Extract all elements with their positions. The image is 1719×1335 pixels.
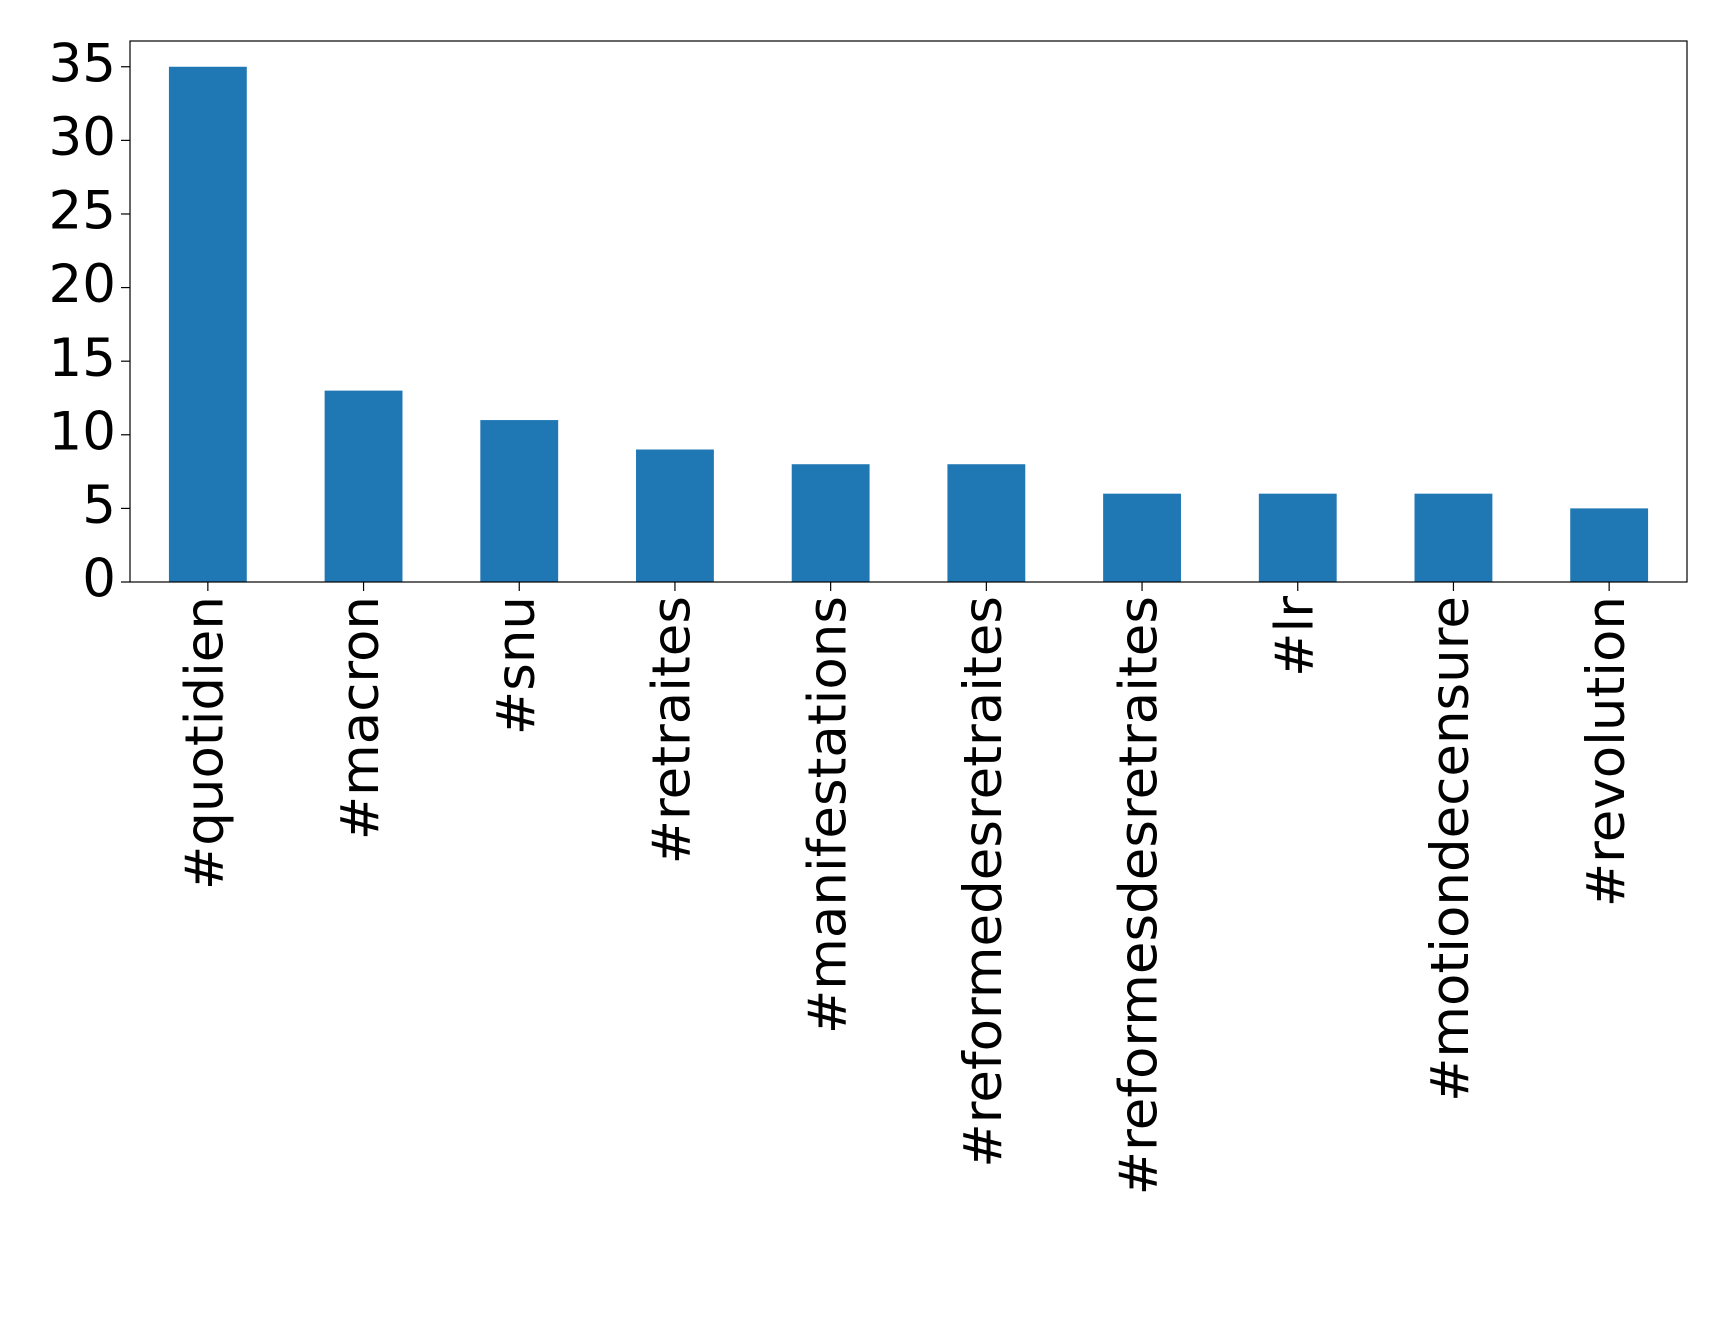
- y-tick-label: 0: [82, 549, 116, 610]
- bar: [324, 390, 403, 582]
- x-tick-label: #lr: [1264, 596, 1325, 677]
- y-tick-label: 30: [49, 107, 116, 168]
- bar: [168, 66, 247, 582]
- y-tick-label: 25: [49, 181, 116, 242]
- x-tick-label: #reformedesretraites: [953, 596, 1014, 1168]
- y-tick-label: 20: [49, 254, 116, 315]
- bar: [1570, 508, 1649, 582]
- bar: [947, 464, 1026, 582]
- x-tick-label: #motiondecensure: [1420, 596, 1481, 1102]
- y-tick-label: 5: [82, 475, 116, 536]
- x-tick-label: #revolution: [1576, 596, 1637, 907]
- y-tick-label: 15: [49, 328, 116, 389]
- bar: [791, 464, 870, 582]
- x-tick-label: #macron: [330, 596, 391, 840]
- axes-frame: [129, 40, 1688, 583]
- x-tick-label: #snu: [486, 596, 547, 735]
- bar: [480, 420, 559, 582]
- y-tick-label: 10: [49, 401, 116, 462]
- y-tick-label: 35: [49, 33, 116, 94]
- x-tick-label: #reformesdesretraites: [1109, 596, 1170, 1195]
- bar: [1103, 493, 1181, 582]
- x-tick-label: #retraites: [642, 596, 703, 864]
- bar: [1414, 493, 1493, 582]
- bar: [636, 449, 714, 582]
- x-tick-label: #quotidien: [174, 596, 235, 890]
- bar: [1258, 493, 1337, 582]
- x-tick-label: #manifestations: [797, 596, 858, 1034]
